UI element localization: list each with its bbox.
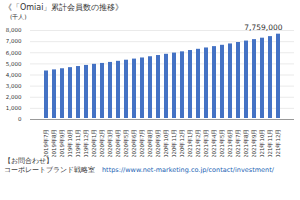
svg-text:1,000: 1,000 — [6, 105, 22, 111]
svg-text:5,000: 5,000 — [6, 61, 22, 67]
svg-text:2020年3月: 2020年3月 — [107, 129, 113, 158]
svg-text:2021年6月: 2021年6月 — [227, 129, 233, 158]
svg-text:2020年7月: 2020年7月 — [139, 129, 145, 158]
svg-text:2020年2月: 2020年2月 — [99, 129, 105, 158]
html-text:《「Omiai」累計会員数の推移》: 《「Omiai」累計会員数の推移》 — [4, 3, 124, 12]
svg-text:2021年7月: 2021年7月 — [235, 129, 241, 158]
svg-text:3,000: 3,000 — [6, 83, 22, 89]
svg-text:8,000: 8,000 — [6, 27, 22, 33]
svg-text:2020年8月: 2020年8月 — [147, 129, 153, 158]
html-text:【お問合わせ】: 【お問合わせ】 — [4, 157, 53, 165]
svg-text:2019年8月: 2019年8月 — [51, 129, 57, 158]
svg-text:2020年12月: 2020年12月 — [179, 129, 185, 158]
svg-text:2020年10月: 2020年10月 — [163, 129, 169, 158]
svg-text:2020年1月: 2020年1月 — [91, 129, 97, 158]
svg-text:2020年6月: 2020年6月 — [131, 129, 137, 158]
svg-text:2021年12月: 2021年12月 — [275, 129, 281, 158]
svg-text:2021年11月: 2021年11月 — [267, 129, 273, 158]
svg-text:2019年9月: 2019年9月 — [59, 129, 65, 158]
svg-text:2019年11月: 2019年11月 — [75, 129, 81, 158]
svg-text:0: 0 — [18, 116, 22, 122]
svg-text:2021年1月: 2021年1月 — [187, 129, 193, 158]
svg-text:2019年12月: 2019年12月 — [83, 129, 89, 158]
html-text:(千人): (千人) — [10, 13, 27, 20]
svg-text:2019年7月: 2019年7月 — [43, 129, 49, 158]
svg-text:2021年4月: 2021年4月 — [211, 129, 217, 158]
html-text:コーポレートブランド戦略室https://www.net-m: コーポレートブランド戦略室https://www.net-marketing.c… — [4, 166, 274, 174]
svg-text:2021年2月: 2021年2月 — [195, 129, 201, 158]
svg-text:2020年4月: 2020年4月 — [115, 129, 121, 158]
svg-text:2020年11月: 2020年11月 — [171, 129, 177, 158]
svg-text:2021年8月: 2021年8月 — [243, 129, 249, 158]
svg-text:2,000: 2,000 — [6, 94, 22, 100]
svg-text:2020年9月: 2020年9月 — [155, 129, 161, 158]
svg-text:7,000: 7,000 — [6, 38, 22, 44]
svg-text:4,000: 4,000 — [6, 72, 22, 78]
svg-text:2021年10月: 2021年10月 — [259, 129, 265, 158]
svg-text:2021年5月: 2021年5月 — [219, 129, 225, 158]
svg-text:2019年10月: 2019年10月 — [67, 129, 73, 158]
svg-text:2021年3月: 2021年3月 — [203, 129, 209, 158]
svg-text:7,759,000: 7,759,000 — [244, 23, 282, 32]
svg-text:2021年9月: 2021年9月 — [251, 129, 257, 158]
svg-text:6,000: 6,000 — [6, 50, 22, 56]
svg-text:2020年5月: 2020年5月 — [123, 129, 129, 158]
